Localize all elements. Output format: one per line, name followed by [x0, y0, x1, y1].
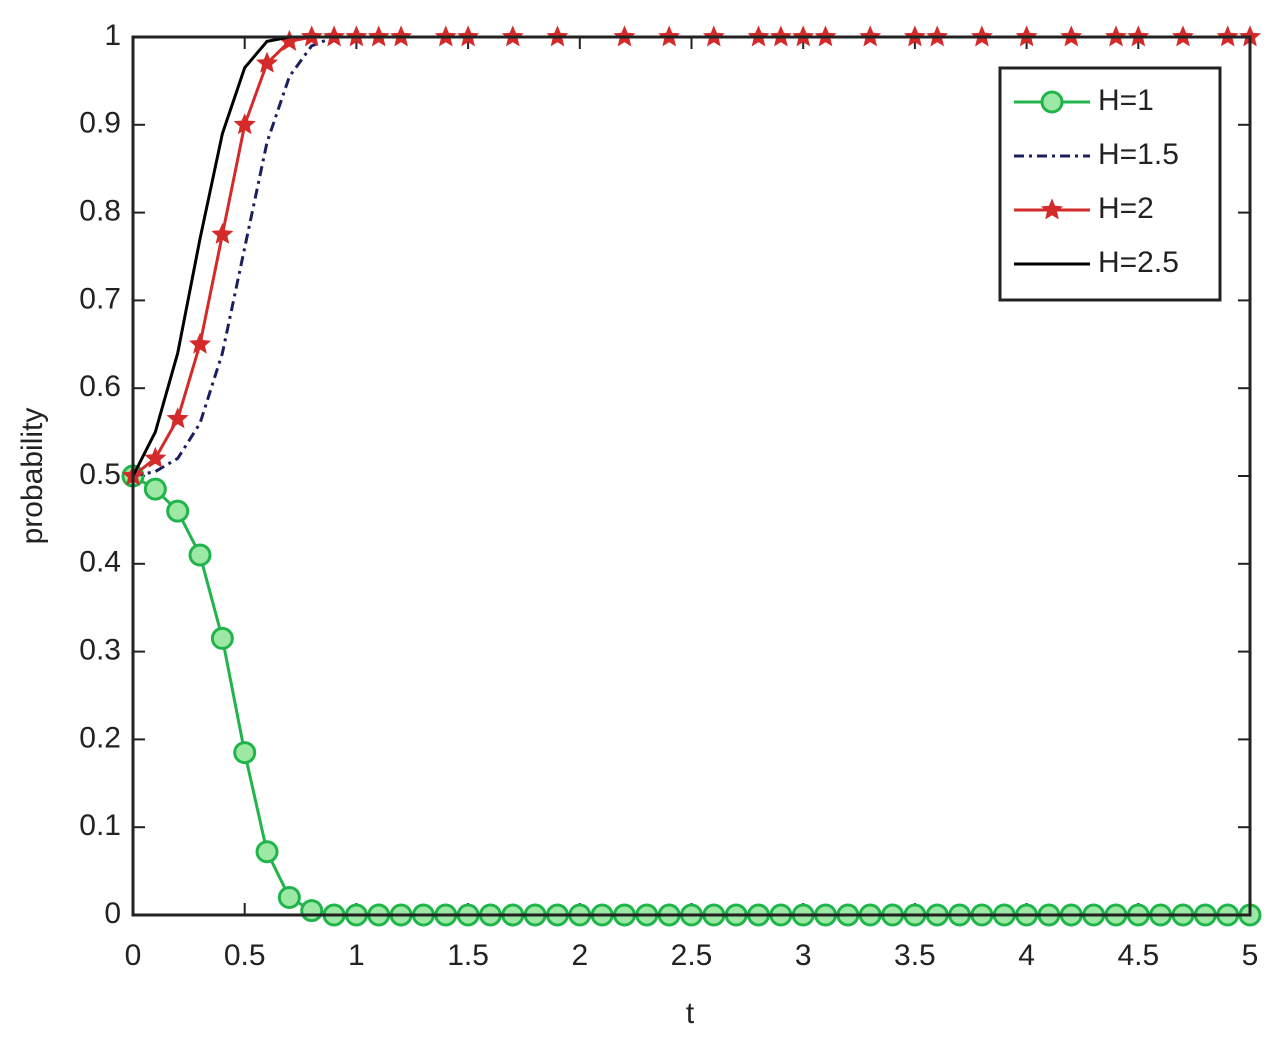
y-tick-label: 0.9 — [79, 107, 121, 140]
marker — [189, 332, 212, 354]
x-tick-label: 4 — [1018, 939, 1035, 972]
y-tick-label: 0.7 — [79, 282, 121, 315]
legend-label: H=2.5 — [1098, 246, 1179, 279]
legend-label: H=1 — [1098, 84, 1154, 117]
marker — [143, 477, 167, 501]
legend-box — [998, 66, 1222, 302]
x-tick-label: 0.5 — [224, 939, 266, 972]
legend-marker — [1040, 198, 1064, 220]
marker — [233, 741, 257, 765]
legend: H=1 H=1.5 H=2 H=2.5 — [998, 66, 1222, 302]
y-tick-label: 0.5 — [79, 458, 121, 491]
x-tick-label: 3 — [795, 939, 812, 972]
series-line — [132, 35, 1250, 478]
y-tick-label: 0.1 — [79, 809, 121, 842]
x-tick-label: 5 — [1242, 939, 1259, 972]
y-tick-label: 0.3 — [79, 634, 121, 667]
legend-marker — [1040, 90, 1064, 114]
x-tick-label: 3.5 — [894, 939, 936, 972]
y-tick-label: 0.6 — [79, 370, 121, 403]
marker — [233, 113, 256, 135]
x-tick-label: 1.5 — [447, 939, 489, 972]
y-tick-label: 1 — [104, 19, 121, 52]
marker — [188, 543, 212, 567]
marker — [210, 626, 234, 650]
legend-label: H=2 — [1098, 192, 1154, 225]
axes-box — [131, 35, 1252, 917]
x-axis-label: t — [686, 997, 695, 1030]
marker — [211, 222, 234, 244]
marker — [166, 499, 190, 523]
x-tick-label: 4.5 — [1117, 939, 1159, 972]
marker — [144, 446, 167, 468]
legend-label: H=1.5 — [1098, 138, 1179, 171]
x-tick-label: 0 — [125, 939, 142, 972]
x-tick-label: 2 — [571, 939, 588, 972]
x-tick-label: 1 — [348, 939, 365, 972]
marker — [256, 51, 279, 73]
y-axis-label: probability — [16, 408, 49, 545]
marker — [277, 885, 301, 909]
y-tick-label: 0 — [104, 897, 121, 930]
marker — [255, 840, 279, 864]
y-tick-label: 0.2 — [79, 721, 121, 754]
y-tick-label: 0.8 — [79, 195, 121, 228]
marker — [166, 407, 189, 429]
marker — [300, 899, 324, 923]
y-tick-label: 0.4 — [79, 546, 121, 579]
x-tick-label: 2.5 — [671, 939, 713, 972]
